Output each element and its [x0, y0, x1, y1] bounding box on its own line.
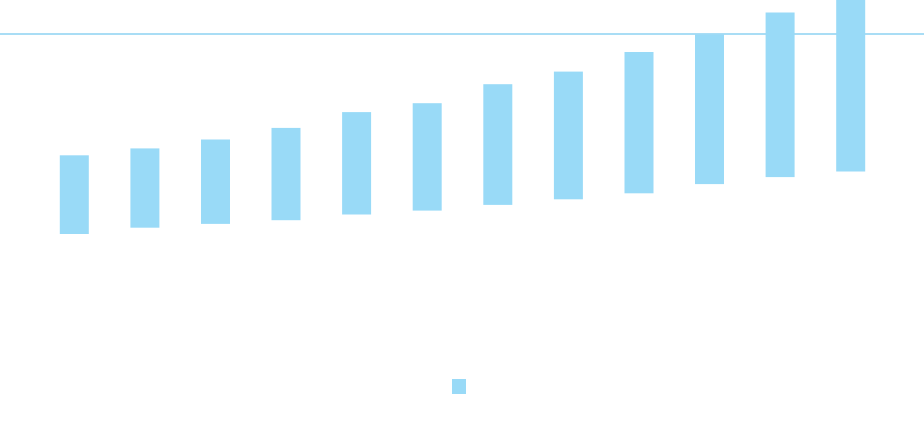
bar-8[interactable]: [553, 71, 583, 200]
bar-11[interactable]: [765, 12, 795, 178]
legend[interactable]: [0, 379, 924, 394]
bar-2[interactable]: [130, 148, 160, 228]
bar-4[interactable]: [271, 127, 301, 221]
bar-7[interactable]: [483, 84, 513, 205]
bar-6[interactable]: [412, 103, 442, 211]
bar-9[interactable]: [624, 52, 654, 194]
bar-series: [59, 0, 866, 234]
bar-3[interactable]: [201, 139, 230, 224]
bar-10[interactable]: [695, 34, 724, 185]
bar-5[interactable]: [342, 112, 372, 215]
bar-12[interactable]: [836, 0, 866, 172]
legend-swatch[interactable]: [452, 379, 466, 394]
bar-1[interactable]: [59, 155, 89, 234]
